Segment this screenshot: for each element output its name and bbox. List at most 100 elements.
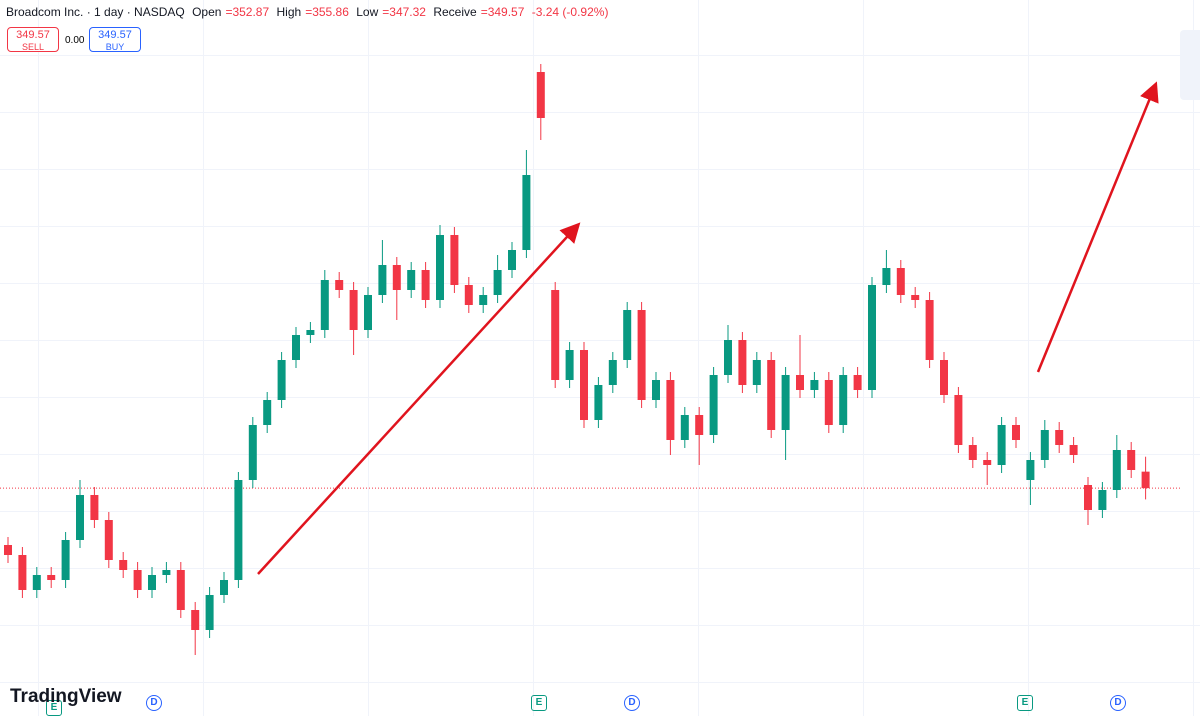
- label: High: [276, 5, 302, 19]
- candle-body: [104, 520, 113, 560]
- candle-body: [522, 175, 531, 250]
- candle-body: [666, 380, 675, 440]
- candle-body: [191, 610, 200, 630]
- candle-body: [997, 425, 1006, 465]
- candle-body: [220, 580, 228, 595]
- candle-body: [868, 285, 876, 390]
- candle-body: [76, 495, 84, 540]
- label: SELL: [21, 42, 45, 52]
- value: =355.86: [305, 5, 349, 19]
- candle-body: [335, 280, 344, 290]
- candle-body: [464, 285, 473, 305]
- label: Open: [192, 5, 222, 19]
- brand-logo: TradingView: [10, 686, 122, 707]
- candle-body: [378, 265, 387, 295]
- candle-body: [853, 375, 862, 390]
- candle-body: [4, 545, 12, 555]
- candle-body: [839, 375, 848, 425]
- candle-body: [637, 310, 646, 400]
- candle-body: [18, 555, 27, 590]
- candle-body: [90, 495, 99, 520]
- candle-body: [724, 340, 732, 375]
- candle-body: [752, 360, 761, 385]
- label: Low: [356, 5, 379, 19]
- candle-body: [162, 570, 171, 575]
- candle-body: [536, 72, 545, 118]
- label: Receive: [433, 5, 477, 19]
- candle-body: [47, 575, 56, 580]
- candle-body: [709, 375, 718, 435]
- candle-body: [263, 400, 272, 425]
- candle-body: [277, 360, 286, 400]
- candle-body: [421, 270, 430, 300]
- candle-body: [781, 375, 790, 430]
- candle-body: [148, 575, 156, 590]
- price: 349.57: [16, 29, 50, 41]
- value: =349.57: [480, 5, 525, 19]
- candle-body: [1055, 430, 1064, 445]
- candle-body: [767, 360, 776, 430]
- candle-body: [493, 270, 502, 295]
- candle-body: [1084, 485, 1092, 510]
- arrow: [257, 222, 581, 575]
- candle-body: [176, 570, 185, 610]
- dividend-marker[interactable]: D: [624, 695, 640, 711]
- candle-body: [882, 268, 891, 285]
- arrow: [1036, 81, 1159, 373]
- candle-body: [479, 295, 488, 305]
- candle-body: [565, 350, 574, 380]
- candle-body: [1012, 425, 1020, 440]
- candle-body: [940, 360, 948, 395]
- candle-body: [133, 570, 142, 590]
- price: 349.57: [98, 29, 132, 41]
- candle-body: [594, 385, 603, 420]
- candle-body: [1141, 471, 1150, 489]
- candle-body: [652, 380, 660, 400]
- candle-body: [1069, 445, 1078, 455]
- dividend-marker[interactable]: D: [146, 695, 162, 711]
- candle-body: [61, 540, 70, 580]
- candle-body: [306, 330, 315, 335]
- earnings-marker[interactable]: E: [1017, 695, 1033, 711]
- candle-body: [248, 425, 257, 480]
- candle-body: [810, 380, 819, 390]
- candle-body: [292, 335, 300, 360]
- candle-body: [911, 295, 920, 300]
- candle-body: [119, 560, 128, 570]
- candle-body: [205, 595, 214, 630]
- candle-body: [1112, 450, 1121, 490]
- buy-button[interactable]: 349.57 BUY: [89, 27, 141, 52]
- candle-body: [1040, 430, 1049, 460]
- candle-body: [896, 268, 905, 295]
- candle-body: [925, 300, 934, 360]
- value: =352.87: [225, 5, 270, 19]
- candle-body: [320, 280, 329, 330]
- candle-body: [983, 460, 992, 465]
- legend-header: Broadcom Inc. · 1 day · NASDAQ Open =352.…: [6, 5, 612, 19]
- candle-body: [968, 445, 977, 460]
- candle-body: [364, 295, 372, 330]
- candle-body: [436, 235, 444, 300]
- sell-button[interactable]: 349.57 SELL: [7, 27, 59, 52]
- candle-body: [580, 350, 588, 420]
- candle-body: [738, 340, 747, 385]
- candle-body: [407, 270, 416, 290]
- candle-body: [1127, 450, 1136, 470]
- candle-body: [508, 250, 516, 270]
- candle-body: [623, 310, 632, 360]
- label: BUY: [105, 42, 125, 52]
- candle-body: [1026, 460, 1035, 480]
- candle-body: [551, 290, 560, 380]
- candle-body: [450, 235, 459, 285]
- value: =347.32: [382, 5, 426, 19]
- candle-body: [695, 415, 704, 435]
- candle-body: [32, 575, 41, 590]
- side-toolbar[interactable]: [1180, 30, 1200, 100]
- earnings-marker[interactable]: E: [531, 695, 547, 711]
- candle-body: [680, 415, 689, 440]
- dividend-marker[interactable]: D: [1110, 695, 1126, 711]
- candle-body: [234, 480, 243, 580]
- candle-body: [1098, 490, 1107, 510]
